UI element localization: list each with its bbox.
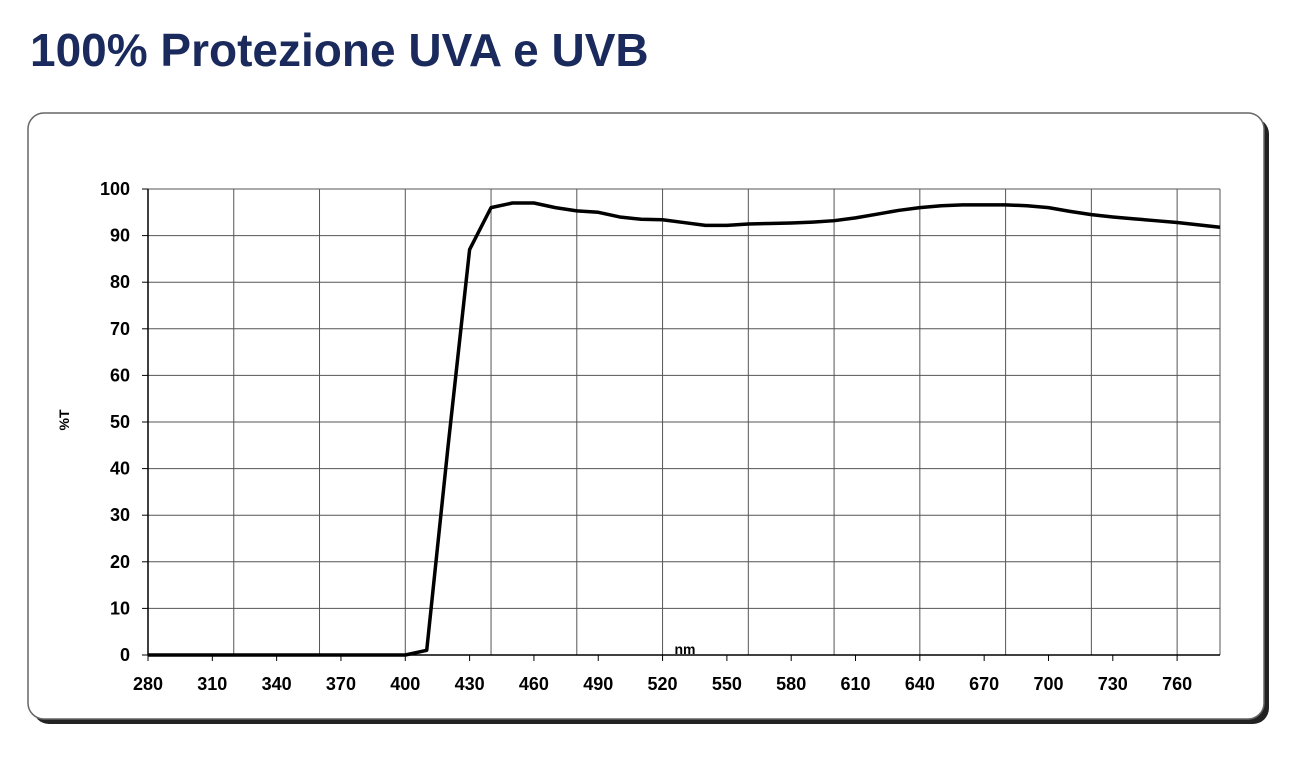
x-tick-label: 610 [840,674,870,694]
x-axis-label: nm [675,641,696,657]
x-tick-label: 370 [326,674,356,694]
x-tick-label: 310 [197,674,227,694]
x-tick-label: 640 [905,674,935,694]
y-tick-label: 60 [110,365,130,385]
y-tick-label: 10 [110,598,130,618]
x-tick-label: 700 [1033,674,1063,694]
x-tick-label: 670 [969,674,999,694]
x-tick-label: 580 [776,674,806,694]
x-tick-label: 400 [390,674,420,694]
x-tick-label: 460 [519,674,549,694]
x-tick-label: 730 [1098,674,1128,694]
x-tick-label: 340 [262,674,292,694]
x-tick-label: 760 [1162,674,1192,694]
y-tick-label: 70 [110,319,130,339]
x-tick-label: 280 [133,674,163,694]
y-tick-label: 20 [110,552,130,572]
x-tick-label: 550 [712,674,742,694]
x-tick-label: 430 [455,674,485,694]
x-tick-label: 520 [648,674,678,694]
data-line [148,201,1221,657]
y-tick-label: 90 [110,226,130,246]
y-tick-label: 80 [110,272,130,292]
y-axis-label: %T [56,409,72,430]
y-tick-label: 0 [120,645,130,665]
page-title: 100% Protezione UVA e UVB [30,24,649,76]
chart-box [27,112,1265,720]
y-tick-label: 30 [110,505,130,525]
y-tick-label: 40 [110,459,130,479]
y-tick-label: 50 [110,412,130,432]
x-tick-label: 490 [583,674,613,694]
y-tick-label: 100 [100,179,130,199]
